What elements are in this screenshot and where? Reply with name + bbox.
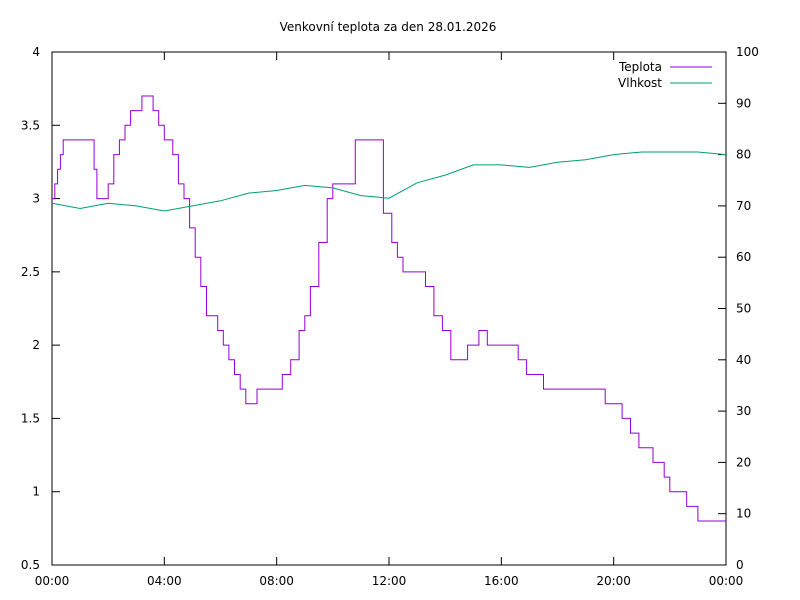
y-left-tick-label: 1 xyxy=(32,485,40,499)
x-tick-label: 00:00 xyxy=(35,574,70,588)
y-left-tick-label: 0.5 xyxy=(21,558,40,572)
y-left-tick-label: 4 xyxy=(32,45,40,59)
y-right-tick-label: 50 xyxy=(736,302,751,316)
series-line-teplota xyxy=(52,95,726,522)
y-right-tick-label: 70 xyxy=(736,199,751,213)
y-axis-right: 0 10 20 30 40 50 60 70 80 90 100 xyxy=(718,45,759,572)
y-right-tick-label: 10 xyxy=(736,507,751,521)
x-tick-label: 04:00 xyxy=(147,574,182,588)
x-tick-label: 12:00 xyxy=(372,574,407,588)
x-axis: 00:00 04:00 08:00 12:00 16:00 20:00 00:00 xyxy=(35,52,744,588)
x-tick-label: 08:00 xyxy=(259,574,294,588)
series-layer xyxy=(51,95,727,522)
chart-title: Venkovní teplota za den 28.01.2026 xyxy=(280,20,497,34)
y-right-tick-label: 40 xyxy=(736,353,751,367)
x-tick-label: 20:00 xyxy=(596,574,631,588)
y-right-tick-label: 80 xyxy=(736,148,751,162)
y-right-tick-label: 30 xyxy=(736,404,751,418)
y-right-tick-label: 20 xyxy=(736,455,751,469)
series-line-vlhkost xyxy=(51,151,727,212)
y-right-tick-label: 60 xyxy=(736,250,751,264)
legend-label: Vlhkost xyxy=(618,76,662,90)
y-left-tick-label: 2.5 xyxy=(21,265,40,279)
y-axis-left: 0.5 1 1.5 2 2.5 3 3.5 4 xyxy=(21,45,60,572)
y-right-tick-label: 0 xyxy=(736,558,744,572)
y-left-tick-label: 2 xyxy=(32,338,40,352)
legend: Teplota Vlhkost xyxy=(618,60,712,90)
y-left-tick-label: 3 xyxy=(32,192,40,206)
x-tick-label: 00:00 xyxy=(709,574,744,588)
plot-area-border xyxy=(51,51,727,566)
x-tick-label: 16:00 xyxy=(484,574,519,588)
y-left-tick-label: 1.5 xyxy=(21,411,40,425)
legend-label: Teplota xyxy=(618,60,662,74)
y-left-tick-label: 3.5 xyxy=(21,118,40,132)
y-right-tick-label: 90 xyxy=(736,96,751,110)
y-right-tick-label: 100 xyxy=(736,45,759,59)
